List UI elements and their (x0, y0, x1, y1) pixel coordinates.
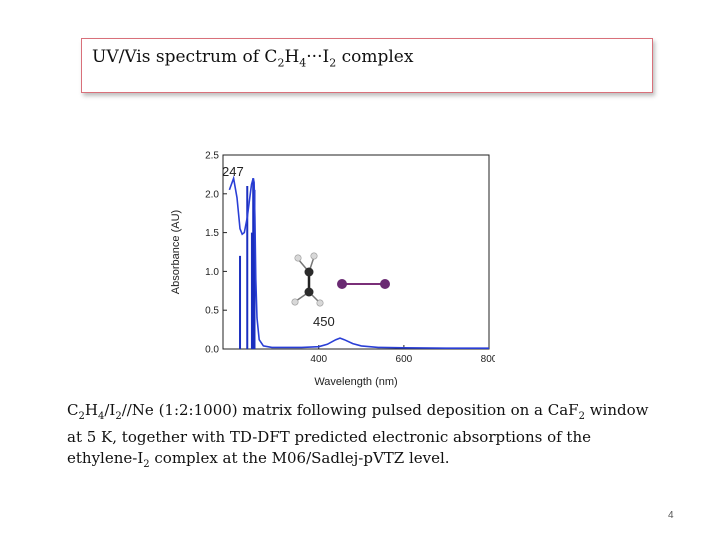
plot-frame (222, 154, 490, 350)
y-axis-label: Absorbance (AU) (170, 210, 182, 294)
x-tick-label: 400 (310, 354, 327, 365)
peak-label-247: 247 (222, 164, 244, 179)
series-line (228, 175, 489, 349)
hydrogen-atom (310, 252, 318, 260)
y-tick-label: 0.0 (205, 345, 219, 356)
x-tick-label: 600 (396, 354, 413, 365)
y-tick-label: 2.5 (205, 151, 219, 162)
y-tick-label: 1.5 (205, 228, 219, 239)
iodine-atom (337, 279, 347, 289)
x-tick-label: 800 (481, 354, 495, 365)
y-axis-ticks: 0.0 0.5 1.0 1.5 2.0 2.5 (205, 151, 227, 356)
iodine-atom (380, 279, 390, 289)
slide-title: UV/Vis spectrum of C2H4···I2 complex (92, 47, 414, 70)
hydrogen-atom (294, 254, 302, 262)
figure-caption: C2H4/I2//Ne (1:2:1000) matrix following … (67, 401, 649, 470)
y-tick-label: 1.0 (205, 267, 219, 278)
y-tick-label: 2.0 (205, 189, 219, 200)
x-axis-label: Wavelength (nm) (314, 376, 397, 388)
uv-vis-spectrum-svg: 0.0 0.5 1.0 1.5 2.0 2.5 400 600 800 247 450 Wav… (170, 151, 498, 389)
peak-label-450: 450 (313, 314, 335, 329)
uv-vis-chart: 0.0 0.5 1.0 1.5 2.0 2.5 400 600 800 247 450 Wav… (165, 145, 498, 390)
y-tick-label: 0.5 (205, 306, 219, 317)
molecule-illustration (291, 252, 390, 307)
slide-number: 4 (668, 510, 674, 521)
title-box (81, 38, 653, 93)
hydrogen-atom (316, 299, 324, 307)
carbon-atom (304, 267, 314, 277)
hydrogen-atom (291, 298, 299, 306)
carbon-atom (304, 287, 314, 297)
